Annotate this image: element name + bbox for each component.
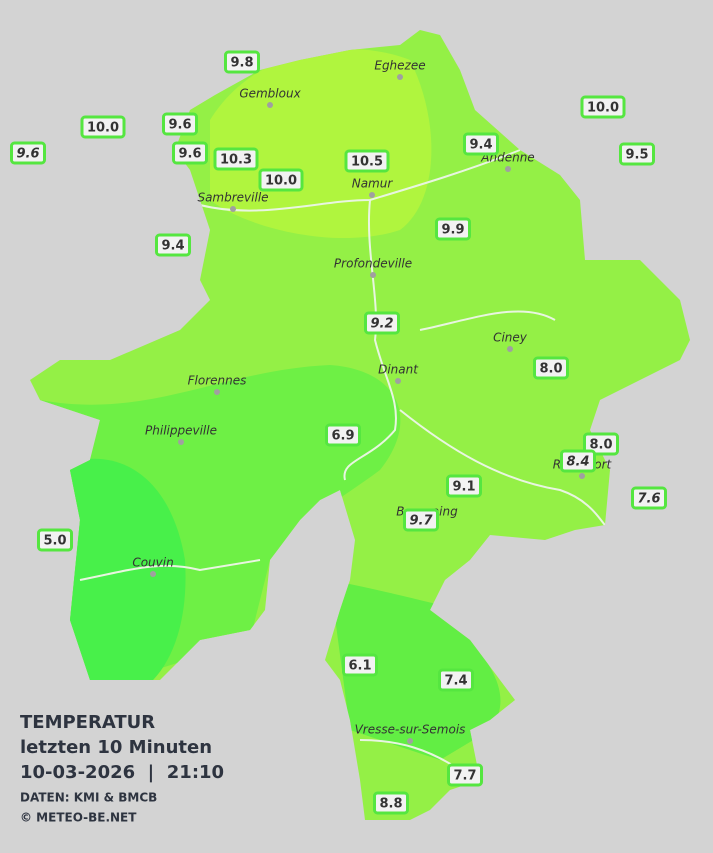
station-value: 8.0 [539,362,562,377]
legend: TEMPERATUR letzten 10 Minuten 10-03-2026… [20,712,224,825]
station-value: 8.4 [566,455,589,470]
station-box [447,763,483,787]
station-box [463,132,499,156]
title: TEMPERATUR [20,712,155,733]
city-label: Florennes [188,374,247,388]
station-value: 5.0 [43,534,66,549]
source: DATEN: KMI & BMCB [20,791,157,805]
city-dot [397,74,403,80]
station-value: 7.6 [637,492,660,507]
city-label: Philippeville [145,424,217,438]
station-value: 9.9 [441,223,464,238]
city-label: Vresse-sur-Semois [355,723,466,737]
city-label: Sambreville [197,191,268,205]
copyright: © METEO-BE.NET [20,811,137,825]
station-value: 9.6 [178,147,201,162]
station-value: 9.1 [452,480,475,495]
station-value: 9.2 [370,317,393,332]
city-label: Namur [352,177,394,191]
city-dot [230,206,236,212]
station-value: 9.4 [161,239,184,254]
station-value: 10.5 [351,155,383,170]
zone-6 [330,580,501,760]
station-box [631,486,667,510]
station-value: 9.6 [168,118,191,133]
station-box [325,423,361,447]
station-value: 10.3 [220,153,252,168]
city-dot [150,571,156,577]
city-dot [395,378,401,384]
station-value: 8.0 [589,438,612,453]
station-box [10,141,46,165]
station-box [162,112,198,136]
station-value: 9.8 [230,56,253,71]
city-dot [369,192,375,198]
station-box [155,233,191,257]
station-box [258,168,304,192]
station-value: 7.4 [444,674,467,689]
station-box [213,147,259,171]
city-label: Gembloux [239,87,301,101]
station-value: 9.4 [469,138,492,153]
station-box [224,50,260,74]
station-box [435,217,471,241]
station-box [80,115,126,139]
period: letzten 10 Minuten [20,737,212,758]
city-label: Ciney [493,331,528,345]
city-dot [507,346,513,352]
station-value: 9.7 [409,514,433,529]
station-box [403,508,439,532]
city-label: Couvin [132,556,173,570]
station-value: 10.0 [587,101,619,116]
rivers [79,149,606,771]
station-box [619,142,655,166]
station-value: 10.0 [87,121,119,136]
station-value: 9.6 [16,147,39,162]
city-label: Eghezee [374,59,425,73]
station-value: 10.0 [265,174,297,189]
datetime: 10-03-2026 | 21:10 [20,762,224,783]
station-box [373,791,409,815]
station-value: 7.7 [453,769,476,784]
city-dot [267,102,273,108]
city-dot [178,439,184,445]
station-box [342,653,378,677]
city-dot [214,389,220,395]
station-box [580,95,626,119]
station-box [533,356,569,380]
station-box [438,668,474,692]
city-dot [407,738,413,744]
station-box [37,528,73,552]
city-dot [370,272,376,278]
station-box [560,449,596,473]
station-value: 6.1 [348,659,371,674]
city-dot [505,166,511,172]
station-box [344,149,390,173]
city-label: Dinant [378,363,419,377]
city-dot [579,473,585,479]
station-value: 8.8 [379,797,402,812]
station-box [583,432,619,456]
city-label: Profondeville [334,257,412,271]
station-value: 9.5 [625,148,648,163]
station-box [172,141,208,165]
station-value: 6.9 [331,429,354,444]
station-box [364,311,400,335]
station-box [446,474,482,498]
